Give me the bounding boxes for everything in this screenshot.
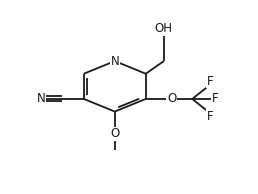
Text: N: N — [36, 92, 45, 106]
Text: F: F — [212, 92, 218, 106]
Text: F: F — [206, 110, 213, 123]
Text: O: O — [167, 92, 176, 106]
Text: F: F — [206, 75, 213, 88]
Text: O: O — [110, 127, 119, 140]
Text: OH: OH — [155, 22, 173, 35]
Text: N: N — [110, 55, 119, 68]
